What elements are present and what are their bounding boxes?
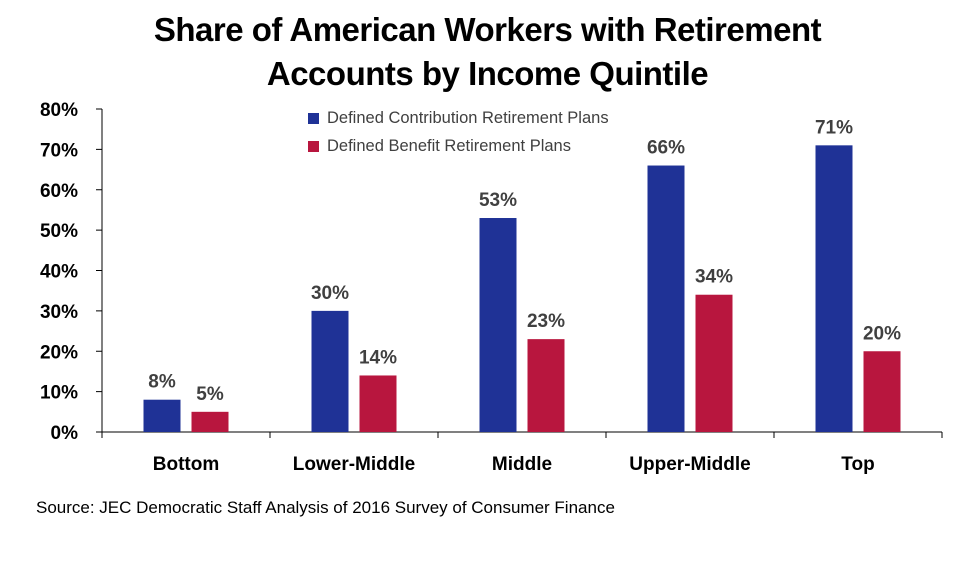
x-tick-label: Middle	[492, 454, 552, 475]
chart-title: Share of American Workers with Retiremen…	[0, 8, 975, 96]
chart-legend: Defined Contribution Retirement Plans De…	[308, 104, 609, 160]
data-label: 23%	[527, 311, 565, 332]
legend-swatch-defined-contribution	[308, 112, 319, 124]
legend-label-defined-benefit: Defined Benefit Retirement Plans	[327, 136, 571, 155]
bar	[479, 218, 517, 432]
x-tick-label: Top	[841, 454, 874, 475]
y-tick-label: 10%	[40, 383, 78, 404]
y-tick-label: 80%	[40, 100, 78, 121]
y-tick-label: 20%	[40, 342, 78, 363]
y-tick-label: 60%	[40, 181, 78, 202]
data-label: 71%	[815, 117, 853, 138]
y-tick-label: 30%	[40, 302, 78, 323]
x-tick-label: Bottom	[153, 454, 219, 475]
y-tick-label: 40%	[40, 262, 78, 283]
data-label: 34%	[695, 267, 733, 288]
legend-swatch-defined-benefit	[308, 140, 319, 152]
bar	[647, 165, 685, 432]
bar	[311, 310, 349, 432]
bar	[527, 339, 565, 432]
bar	[815, 145, 853, 432]
chart-title-line-1: Share of American Workers with Retiremen…	[153, 11, 822, 48]
source-note: Source: JEC Democratic Staff Analysis of…	[36, 498, 615, 517]
data-label: 30%	[311, 283, 349, 304]
bar	[191, 411, 229, 432]
y-tick-label: 0%	[51, 423, 79, 444]
data-label: 53%	[479, 190, 517, 211]
data-label: 5%	[196, 384, 224, 405]
legend-item-defined-contribution: Defined Contribution Retirement Plans	[308, 104, 609, 132]
bar	[143, 399, 181, 432]
legend-item-defined-benefit: Defined Benefit Retirement Plans	[308, 132, 609, 160]
x-tick-label: Lower-Middle	[293, 454, 415, 475]
y-tick-label: 70%	[40, 140, 78, 161]
y-tick-label: 50%	[40, 221, 78, 242]
x-tick-label: Upper-Middle	[629, 454, 750, 475]
bar	[863, 351, 901, 432]
bar	[695, 294, 733, 432]
bar	[359, 375, 397, 432]
data-label: 66%	[647, 138, 685, 159]
data-label: 20%	[863, 323, 901, 344]
chart-title-line-2: Accounts by Income Quintile	[266, 55, 709, 92]
data-label: 14%	[359, 347, 397, 368]
data-label: 8%	[148, 372, 176, 393]
legend-label-defined-contribution: Defined Contribution Retirement Plans	[327, 108, 609, 127]
